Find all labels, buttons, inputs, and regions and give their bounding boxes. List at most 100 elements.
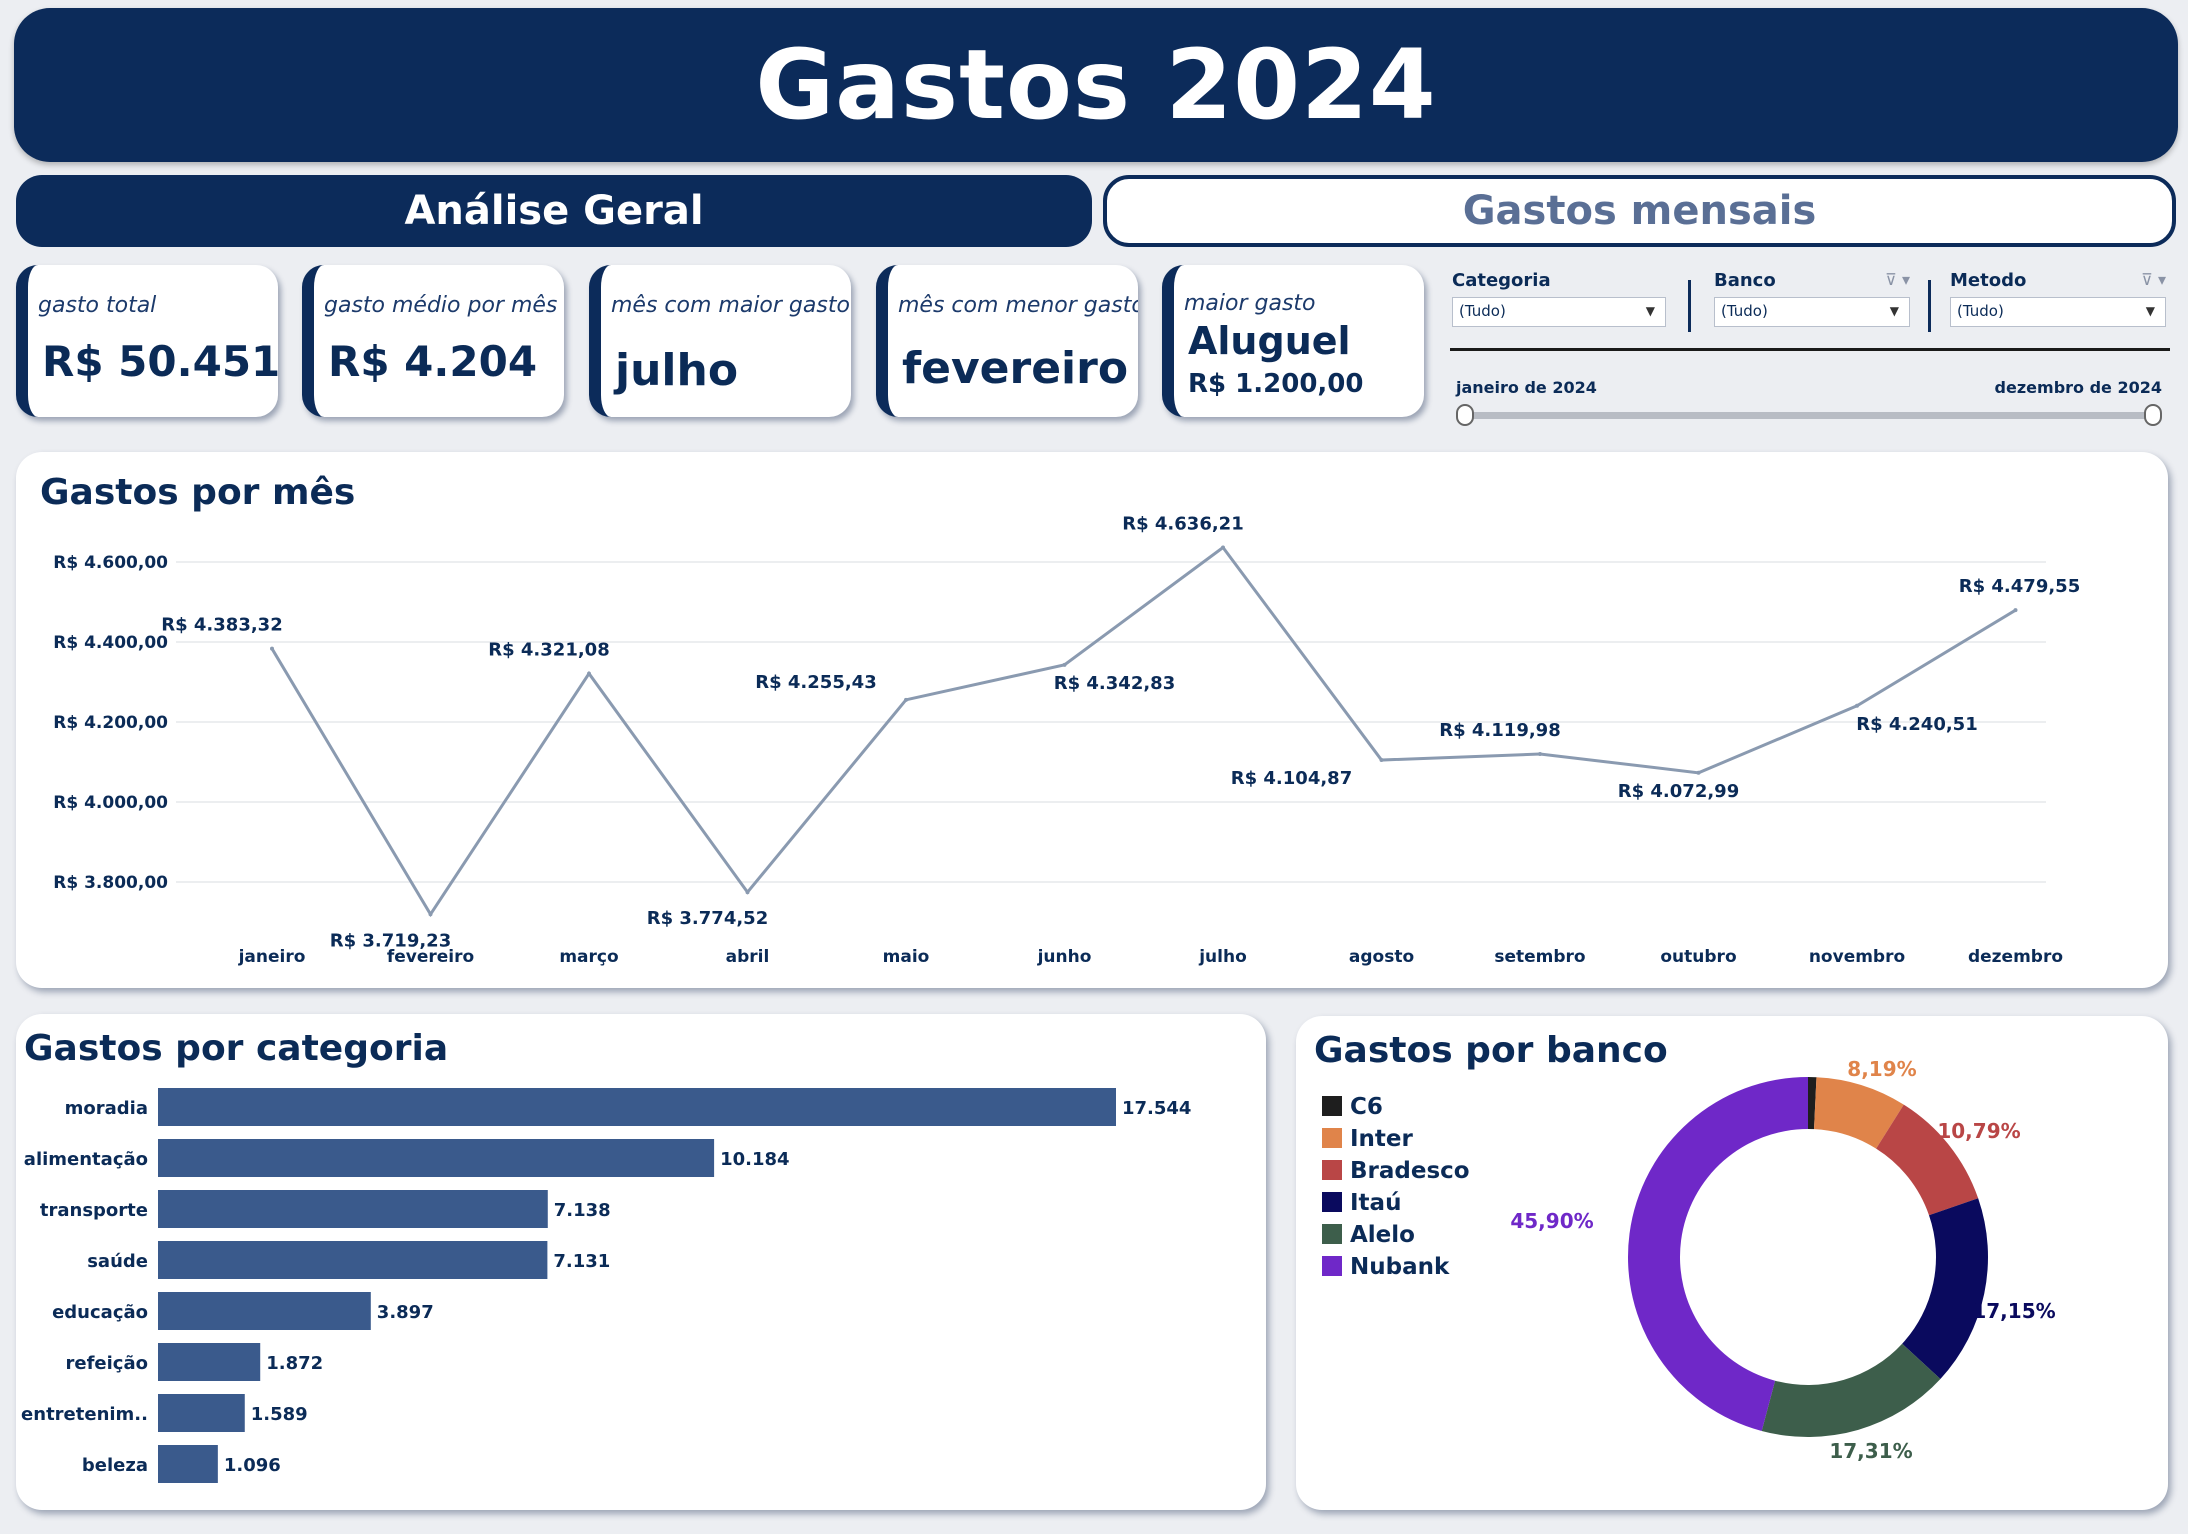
x-tick-label: junho [1037,947,1092,967]
data-point [428,912,433,917]
data-point [1062,662,1067,667]
legend-swatch [1322,1160,1342,1180]
filter-label: Categoria [1452,270,1551,291]
x-tick-label: janeiro [238,947,306,967]
tab-label: Gastos mensais [1462,188,1817,234]
filter-icon[interactable]: ⊽ ▾ [1885,270,1910,289]
filter-label: Metodo [1950,270,2027,291]
kpi-value: julho [615,345,739,396]
filter-icon[interactable]: ⊽ ▾ [2141,270,2166,289]
kpi-label: gasto total [38,293,157,318]
bar [158,1445,218,1483]
y-tick-label: R$ 4.600,00 [53,553,168,573]
tab-analise-geral[interactable]: Análise Geral [16,175,1092,247]
donut-slice [1814,1077,1904,1149]
kpi-value: Aluguel [1188,319,1351,363]
donut-slice [1902,1198,1988,1379]
filter-metodo: Metodo ⊽ ▾ (Tudo) ▼ [1950,270,2166,327]
category-label: educação [52,1302,148,1323]
category-label: refeição [66,1353,148,1374]
slider-start-handle[interactable] [1456,404,1474,426]
donut-slice [1628,1077,1808,1431]
bar [158,1343,261,1381]
donut-slice [1808,1077,1817,1130]
chart-title: Gastos por banco [1314,1030,1668,1071]
tab-gastos-mensais[interactable]: Gastos mensais [1103,175,2176,247]
series-line [270,545,2017,918]
bar-value-label: 7.131 [553,1251,610,1272]
donut-chart-panel: Gastos por banco C6 Inter Bradesco Itaú Alel… [1296,1016,2168,1510]
y-tick-label: R$ 4.000,00 [53,793,168,813]
slice-label: 45,90% [1510,1209,1593,1233]
legend-label: Bradesco [1350,1158,1470,1184]
banco-select[interactable]: (Tudo) ▼ [1714,297,1910,327]
kpi-label: gasto médio por mês [324,293,558,318]
x-tick-label: novembro [1809,947,1905,967]
category-label: transporte [40,1200,148,1221]
bar [158,1139,715,1177]
chart-title: Gastos por mês [40,472,356,513]
y-tick-label: R$ 3.800,00 [53,873,168,893]
select-value: (Tudo) [1957,302,2004,320]
data-point [587,671,591,676]
divider [1688,280,1691,332]
tab-label: Análise Geral [404,188,704,234]
data-label: R$ 4.342,83 [1054,673,1175,694]
select-value: (Tudo) [1459,302,1506,320]
data-point [1855,703,1859,708]
data-label: R$ 4.255,43 [755,672,876,693]
data-label: R$ 4.636,21 [1122,514,1243,535]
slice-label: 17,31% [1829,1439,1912,1463]
kpi-label: mês com maior gasto [611,293,850,318]
legend-swatch [1322,1192,1342,1212]
slider-end-handle[interactable] [2144,404,2162,426]
bar-value-label: 1.096 [224,1455,281,1476]
data-label: R$ 4.240,51 [1856,714,1977,735]
page-title: Gastos 2024 [755,29,1437,141]
kpi-value: R$ 50.451 [42,337,278,386]
category-label: alimentação [24,1149,148,1170]
bar-value-label: 10.184 [720,1149,789,1170]
x-tick-label: fevereiro [387,947,474,967]
x-tick-label: agosto [1349,947,1414,967]
data-point [1221,545,1225,550]
x-tick-label: março [559,947,618,967]
legend-swatch [1322,1256,1342,1276]
slice-label: 8,19% [1847,1057,1916,1081]
filters-panel: Categoria (Tudo) ▼ Banco ⊽ ▾ (Tudo) ▼ Me… [1450,270,2170,430]
bar [158,1088,1116,1126]
legend-swatch [1322,1128,1342,1148]
x-tick-label: outubro [1660,947,1736,967]
bar-value-label: 1.589 [251,1404,308,1425]
kpi-value: R$ 4.204 [328,337,538,386]
bar [158,1190,548,1228]
data-label: R$ 4.383,32 [161,615,282,636]
x-tick-label: maio [883,947,930,967]
metodo-select[interactable]: (Tudo) ▼ [1950,297,2166,327]
title-bar: Gastos 2024 [14,8,2178,162]
line-chart: R$ 3.800,00 R$ 4.000,00 R$ 4.200,00 R$ 4.40… [53,514,2080,967]
bar-chart: moradia 17.544 alimentação 10.184 transporte… [21,1088,1191,1483]
kpi-mes-menor-gasto: mês com menor gasto fevereiro [876,265,1138,417]
legend-label: Nubank [1350,1254,1450,1280]
data-point [904,697,908,702]
category-label: beleza [82,1455,148,1476]
date-range-slider[interactable] [1462,412,2156,419]
y-tick-label: R$ 4.400,00 [53,633,168,653]
category-label: saúde [87,1251,148,1272]
categoria-select[interactable]: (Tudo) ▼ [1452,297,1666,327]
slice-label: 10,79% [1937,1119,2020,1143]
bar-value-label: 3.897 [377,1302,434,1323]
kpi-mes-maior-gasto: mês com maior gasto julho [589,265,851,417]
bar [158,1292,371,1330]
divider [1450,348,2170,351]
data-label: R$ 3.774,52 [647,908,768,929]
legend-label: Itaú [1350,1190,1401,1216]
data-label: R$ 4.104,87 [1231,768,1352,789]
donut-slice [1761,1343,1941,1437]
x-tick-label: setembro [1494,947,1585,967]
bar-value-label: 17.544 [1122,1098,1191,1119]
bar [158,1241,548,1279]
data-label: R$ 3.719,23 [330,930,451,951]
filter-banco: Banco ⊽ ▾ (Tudo) ▼ [1714,270,1910,327]
